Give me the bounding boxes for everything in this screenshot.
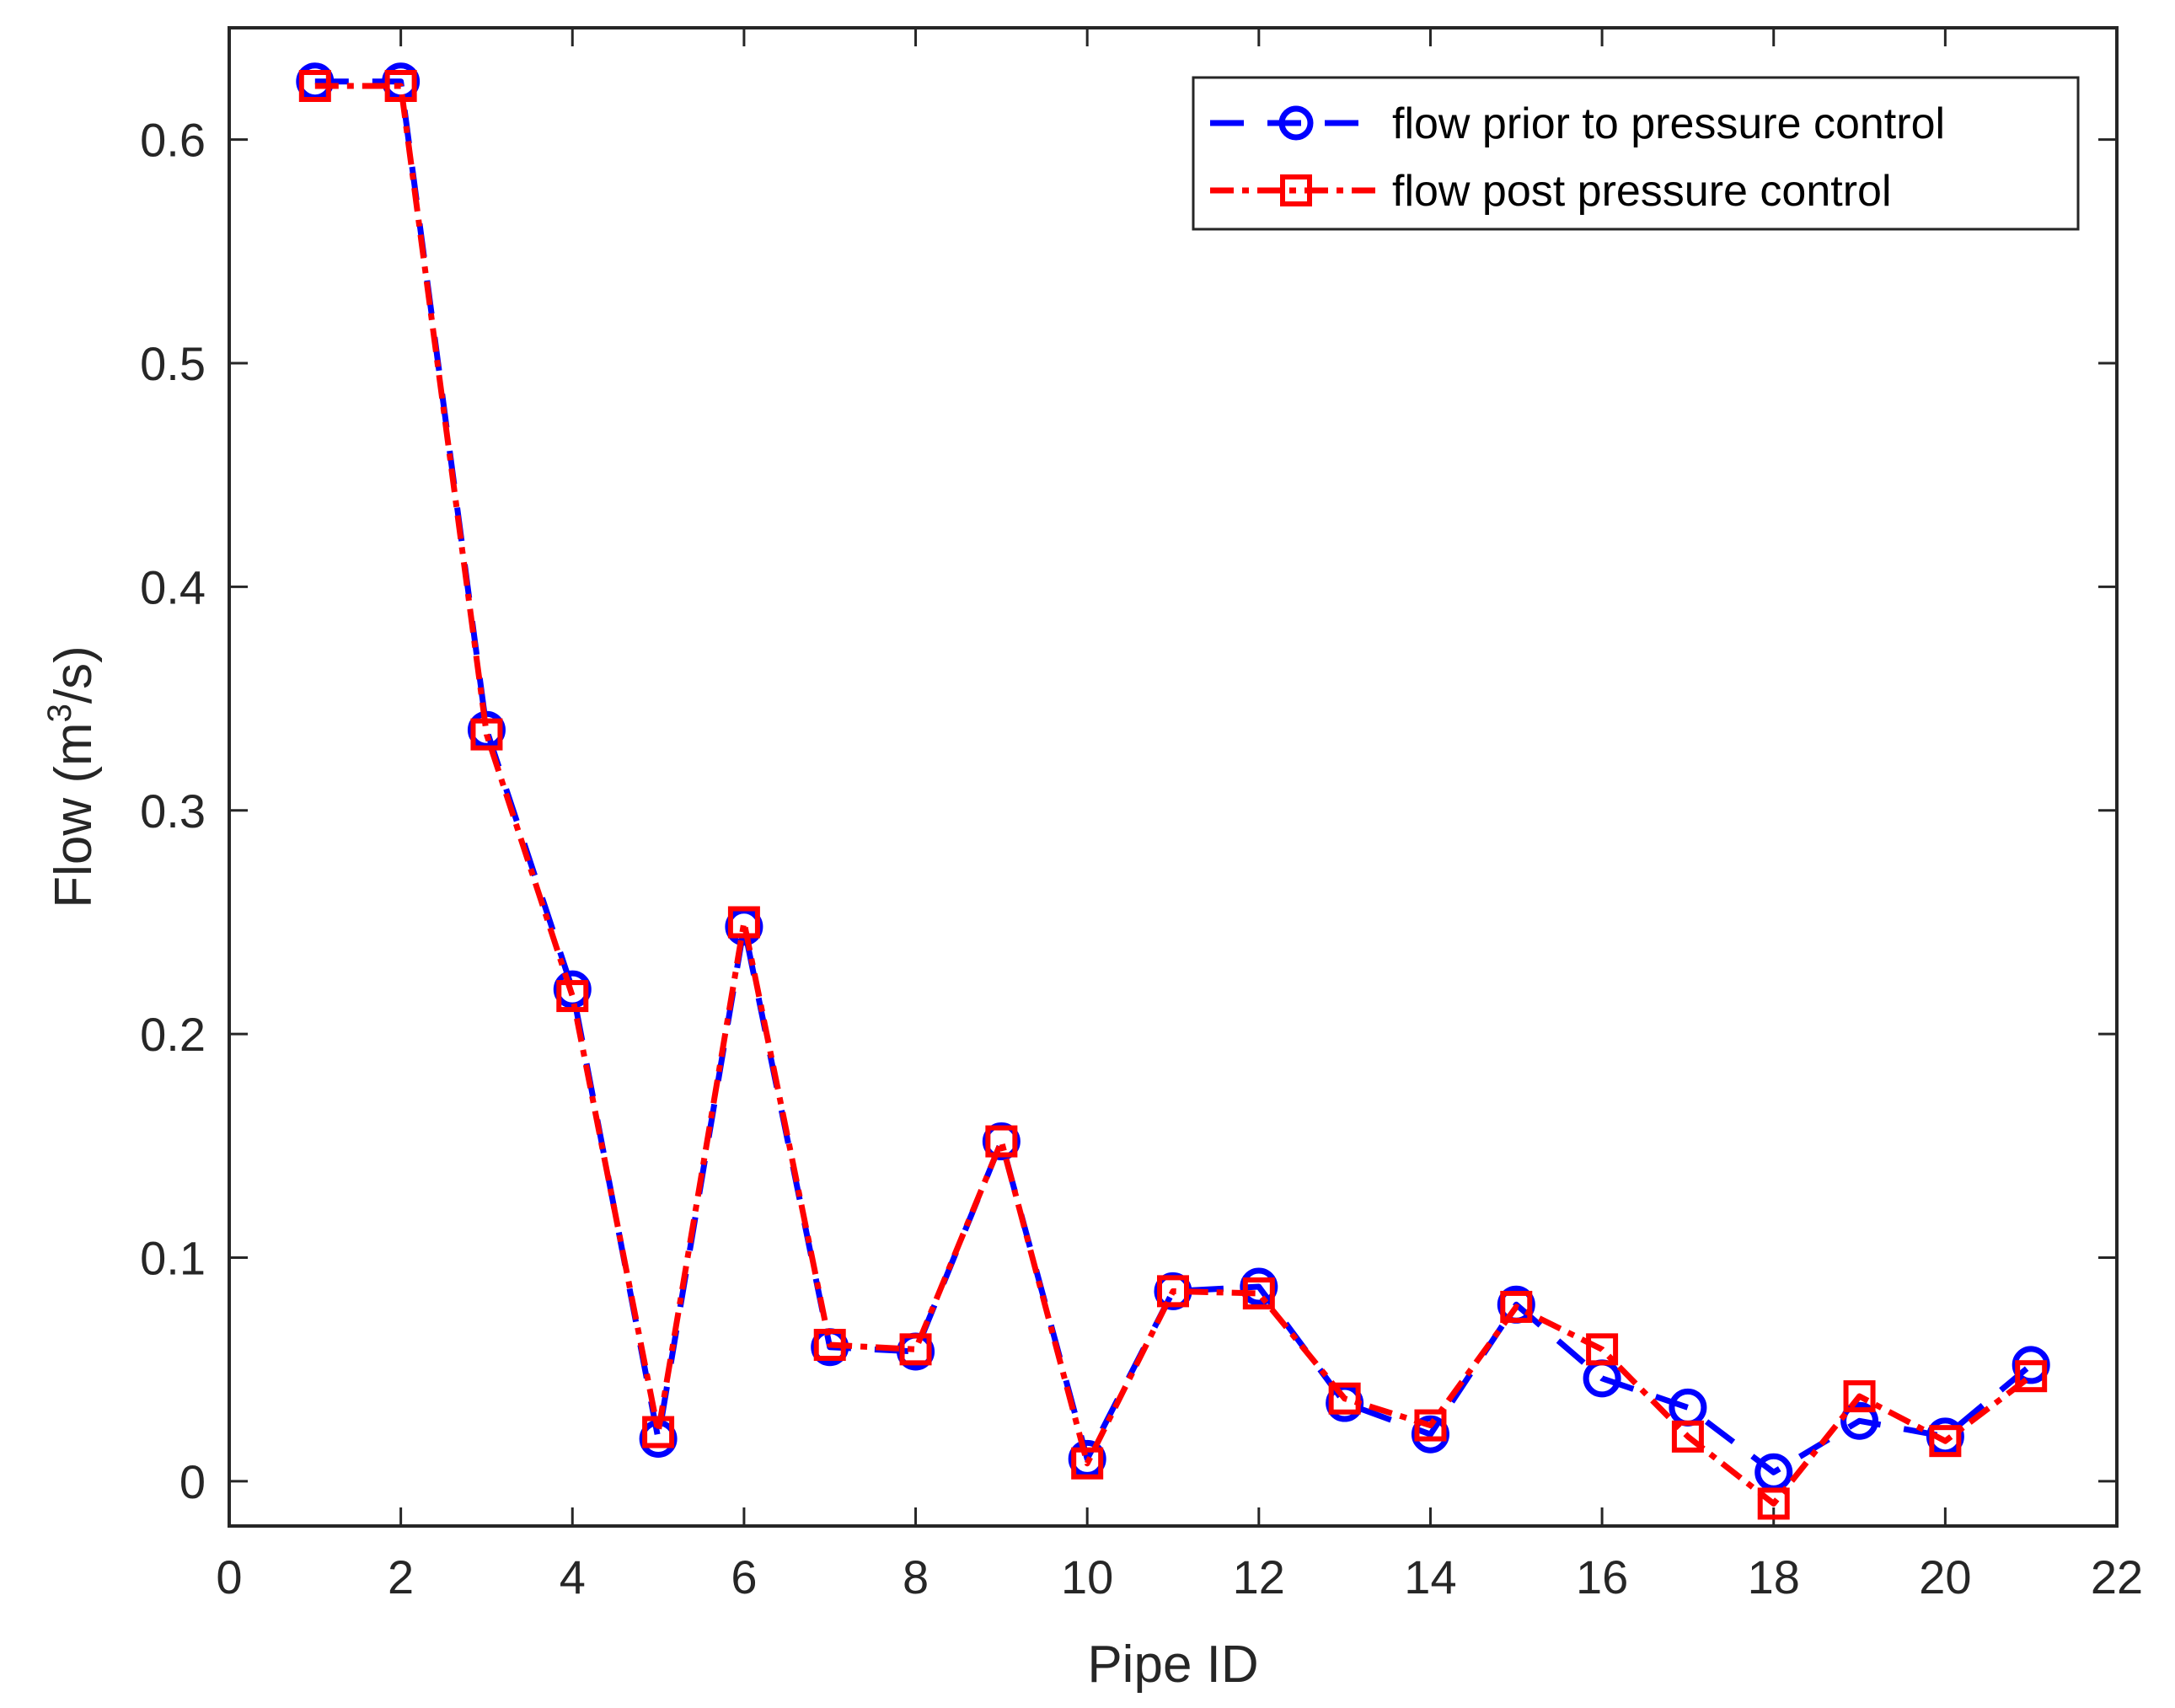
point-post: [813, 1329, 846, 1362]
point-post: [2015, 1360, 2048, 1393]
x-axis-title: Pipe ID: [1087, 1636, 1258, 1694]
y-axis-title-prefix: Flow (m: [45, 722, 103, 908]
x-tick-label: 22: [2091, 1550, 2143, 1604]
legend-label-prior: flow prior to pressure control: [1392, 99, 1945, 148]
y-tick-label: 0.4: [140, 560, 206, 613]
point-post: [556, 980, 589, 1013]
point-post: [384, 69, 417, 102]
point-post: [1671, 1420, 1704, 1453]
plot-area: [229, 28, 2117, 1526]
point-post: [727, 906, 760, 939]
point-post: [298, 69, 331, 102]
y-axis-ticks: 0 0.1 0.2 0.3 0.4 0.5 0.6: [140, 114, 2117, 1508]
y-axis-title-suffix: /s): [45, 645, 103, 704]
point-post: [1586, 1333, 1619, 1366]
legend-label-post: flow post pressure control: [1392, 167, 1892, 216]
x-tick-label: 10: [1061, 1550, 1113, 1604]
point-post: [1414, 1409, 1447, 1442]
y-axis-title: Flow (m3/s): [41, 645, 103, 908]
point-post: [1157, 1275, 1189, 1308]
legend-marker-post: [1280, 174, 1312, 206]
point-post: [642, 1416, 675, 1448]
x-tick-label: 20: [1919, 1550, 1971, 1604]
y-tick-label: 0.1: [140, 1232, 206, 1285]
point-post: [1500, 1290, 1533, 1323]
legend-box: [1192, 76, 2080, 231]
series-line-prior: [314, 78, 2033, 1475]
y-tick-label: 0: [179, 1455, 206, 1508]
point-post: [1242, 1277, 1275, 1310]
point-post: [1328, 1382, 1361, 1415]
plot-frame: [228, 26, 2119, 1528]
point-post: [1071, 1447, 1104, 1480]
series-line-post: [314, 83, 2033, 1507]
x-tick-label: 8: [903, 1550, 929, 1604]
legend: flow prior to pressure control flow post…: [1192, 76, 2080, 231]
x-tick-label: 0: [216, 1550, 242, 1604]
x-tick-label: 4: [560, 1550, 586, 1604]
y-tick-label: 0.5: [140, 337, 206, 390]
series-layer: [296, 62, 2050, 1520]
point-post: [1929, 1425, 1962, 1458]
x-tick-label: 2: [388, 1550, 414, 1604]
x-tick-label: 16: [1576, 1550, 1628, 1604]
legend-marker-prior: [1278, 105, 1314, 141]
x-tick-label: 12: [1233, 1550, 1285, 1604]
y-tick-label: 0.6: [140, 114, 206, 167]
point-post: [985, 1125, 1018, 1158]
point-post: [1843, 1380, 1876, 1413]
point-post: [470, 718, 503, 751]
y-tick-label: 0.2: [140, 1008, 206, 1061]
x-tick-label: 14: [1404, 1550, 1456, 1604]
x-tick-label: 18: [1748, 1550, 1800, 1604]
point-prior: [1840, 1401, 1879, 1440]
point-post: [899, 1333, 932, 1366]
x-tick-label: 6: [731, 1550, 757, 1604]
point-post: [1757, 1487, 1790, 1520]
y-axis-title-superscript: 3: [41, 704, 78, 722]
y-tick-label: 0.3: [140, 784, 206, 838]
x-axis-ticks: 0 2 4 6 8 10 12 14 16 18 20 22: [216, 28, 2143, 1604]
